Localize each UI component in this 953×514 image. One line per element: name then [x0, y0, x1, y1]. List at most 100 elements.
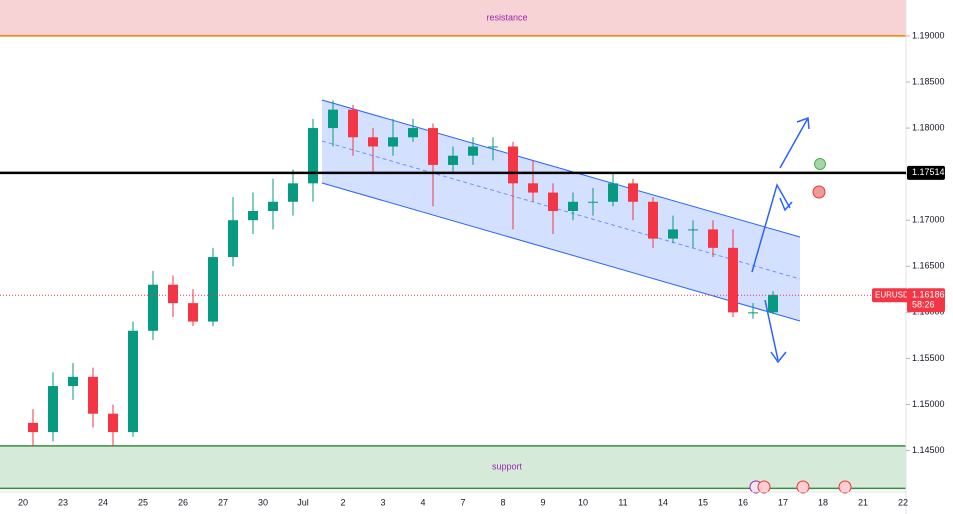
arrow-path — [751, 183, 791, 273]
candle-body — [628, 183, 638, 202]
y-tick-label: 1.18000 — [912, 122, 945, 132]
event-icon — [757, 480, 771, 494]
candle-body — [28, 422, 38, 433]
candle-body — [248, 210, 258, 221]
x-tick-label: 24 — [98, 497, 108, 507]
candle-body — [408, 128, 418, 138]
event-icon — [838, 480, 852, 494]
event-icon — [796, 480, 810, 494]
candle-body — [708, 229, 718, 248]
x-tick-label: 23 — [58, 497, 68, 507]
candle-body — [208, 257, 218, 322]
candle-body — [268, 201, 278, 211]
countdown-label: 58:26 — [912, 300, 935, 310]
x-tick-label: Jul — [297, 497, 309, 507]
candle-body — [688, 229, 698, 231]
candle-body — [308, 128, 318, 184]
zone-label: support — [492, 461, 523, 471]
last-price-tag — [907, 288, 945, 313]
candle-body — [328, 109, 338, 129]
candle-body — [148, 284, 158, 331]
candle-body — [728, 247, 738, 313]
key-level-tag — [907, 165, 945, 180]
arrow-head — [796, 116, 810, 130]
x-tick-label: 30 — [258, 497, 268, 507]
channel-lower — [321, 182, 801, 322]
arrow-path — [764, 299, 779, 361]
candle-body — [748, 312, 758, 314]
candle-body — [348, 109, 358, 138]
arrow-path — [779, 117, 809, 169]
axes: 1.145001.150001.155001.160001.165001.170… — [18, 30, 945, 507]
candle-body — [568, 201, 578, 211]
candle-body — [588, 201, 598, 203]
arrow-head — [779, 197, 793, 212]
candle-body — [168, 284, 178, 304]
x-tick-label: 17 — [778, 497, 788, 507]
x-tick-label: 8 — [500, 497, 505, 507]
x-tick-label: 16 — [738, 497, 748, 507]
arrows — [751, 116, 810, 364]
channel-upper — [321, 99, 801, 238]
y-tick-label: 1.15000 — [912, 399, 945, 409]
symbol-tag — [872, 288, 908, 303]
candle-body — [648, 201, 658, 239]
x-tick-label: 14 — [658, 497, 668, 507]
zone — [0, 0, 906, 36]
x-tick-label: 21 — [858, 497, 868, 507]
zones: resistance support — [0, 0, 906, 490]
zone — [0, 445, 906, 489]
x-tick-label: 18 — [818, 497, 828, 507]
candle-body — [68, 376, 78, 387]
x-tick-label: 22 — [898, 497, 908, 507]
candle-body — [608, 183, 618, 202]
y-tick-label: 1.15500 — [912, 353, 945, 363]
candle-body — [448, 155, 458, 165]
event-icons — [749, 480, 852, 494]
candle-body — [508, 146, 518, 184]
channel-mid — [321, 140, 801, 280]
target-marker — [814, 158, 826, 170]
symbol-label: EURUSD — [875, 290, 909, 299]
x-tick-label: 11 — [618, 497, 627, 507]
candle-body — [548, 192, 558, 211]
x-tick-label: 2 — [340, 497, 345, 507]
candle-body — [488, 146, 498, 148]
stop-marker — [812, 185, 826, 199]
zone-label: resistance — [486, 12, 527, 22]
candle-body — [288, 183, 298, 202]
candle-body — [128, 330, 138, 433]
x-tick-label: 26 — [178, 497, 188, 507]
candle-body — [768, 294, 778, 313]
y-tick-label: 1.18500 — [912, 76, 945, 86]
x-tick-label: 15 — [698, 497, 708, 507]
x-tick-label: 9 — [540, 497, 545, 507]
candle-body — [48, 386, 58, 433]
x-tick-label: 25 — [138, 497, 148, 507]
candle-body — [368, 137, 378, 147]
candles — [28, 100, 778, 446]
candle-body — [668, 229, 678, 239]
x-tick-label: 4 — [420, 497, 425, 507]
key-level-label: 1.17514 — [912, 167, 945, 177]
candle-body — [188, 303, 198, 322]
x-tick-label: 7 — [460, 497, 465, 507]
y-tick-label: 1.17000 — [912, 215, 945, 225]
x-tick-label: 10 — [578, 497, 588, 507]
candle-body — [468, 146, 478, 156]
candle-body — [528, 183, 538, 193]
candle-body — [388, 137, 398, 147]
x-tick-label: 27 — [218, 497, 228, 507]
y-tick-label: 1.16500 — [912, 261, 945, 271]
candle-body — [428, 128, 438, 165]
y-tick-label: 1.14500 — [912, 445, 945, 455]
last-price-label: 1.16186 — [912, 290, 945, 300]
x-tick-label: 20 — [18, 497, 28, 507]
candle-body — [88, 376, 98, 414]
x-tick-label: 3 — [380, 497, 385, 507]
y-tick-label: 1.19000 — [912, 30, 945, 40]
arrow-head — [770, 351, 787, 364]
candle-body — [108, 413, 118, 433]
